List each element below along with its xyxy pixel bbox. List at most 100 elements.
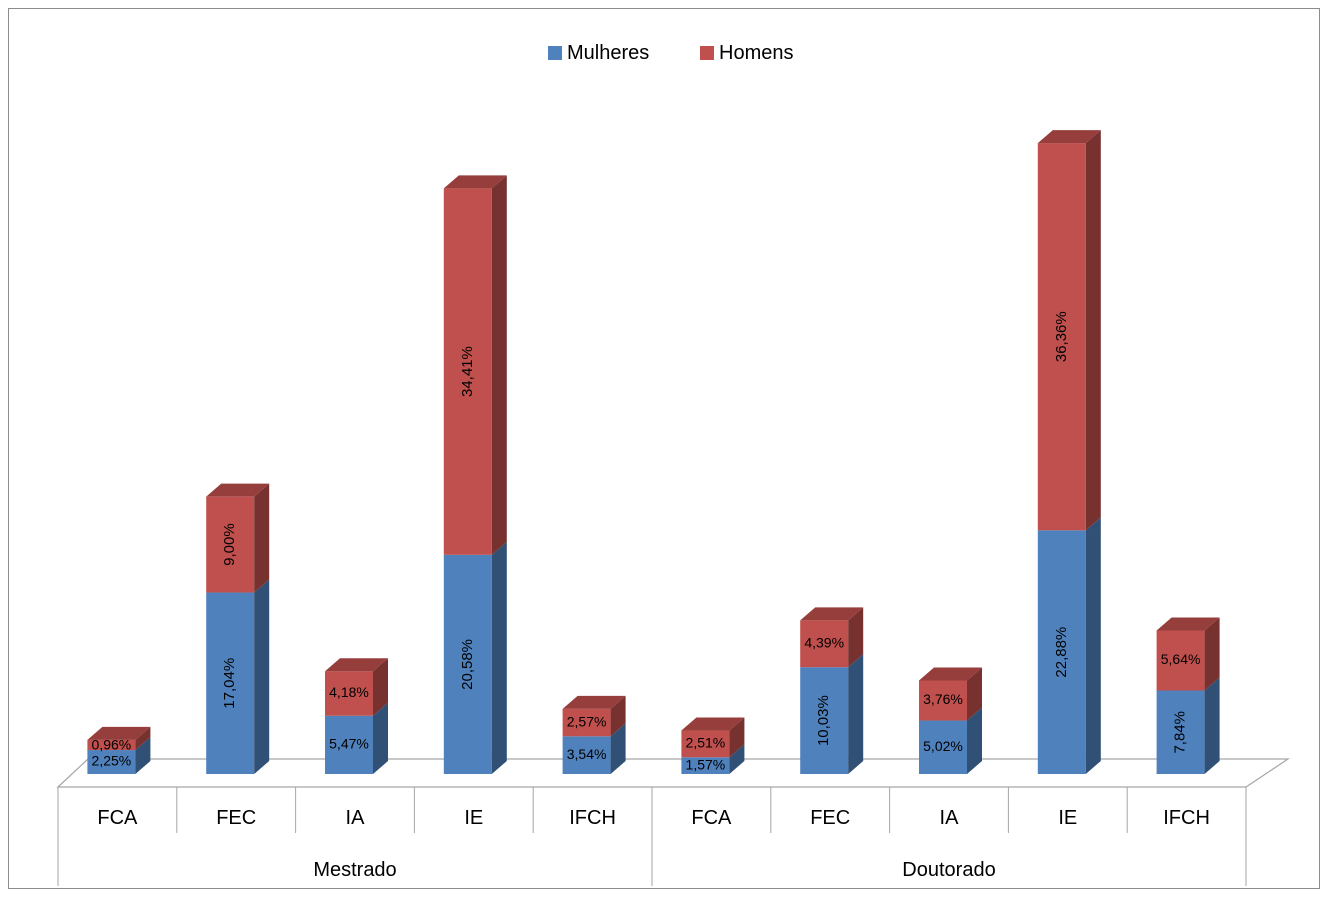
category-label: FEC [216,807,256,829]
bar-front [325,671,373,716]
bar-homens-fec: 9,00% [206,483,270,593]
bar-side [729,744,745,774]
data-label: 36,36% [1053,311,1070,362]
legend-swatch [700,46,714,60]
bar-front [919,720,967,774]
bar-top [800,607,864,621]
data-label: 1,57% [686,756,726,772]
bar-top [681,717,745,731]
data-label: 22,88% [1053,627,1070,678]
data-label: 34,41% [459,346,476,397]
category-label: IFCH [569,807,616,829]
bar-homens-ifch: 5,64% [1156,617,1220,691]
data-label: 5,64% [1161,651,1201,667]
legend-label: Homens [719,42,793,64]
bar-side [373,702,388,774]
bar-top [443,175,507,189]
bar-front [206,496,255,593]
bar-front [1037,530,1086,774]
bar-front [87,750,136,774]
bar-front [1037,143,1086,531]
bar-front [443,554,492,774]
bar-top [206,483,270,497]
category-label: FCA [691,807,732,829]
bar-front [87,739,136,751]
bar-side [1204,617,1220,691]
bar-front [681,730,730,758]
bar-series: 2,25%0,96% 17,04% 9,00% 5,47% 4,18% 20,58% 34,… [87,130,1220,774]
bar-homens-fca: 0,96% [87,726,151,753]
bar-side [1204,677,1220,774]
bar-front [562,708,611,737]
data-label: 20,58% [459,639,476,690]
bar-side [1085,517,1101,774]
data-label: 5,02% [923,738,963,754]
bar-side [848,654,864,774]
legend-label: Mulheres [567,42,649,64]
bar-homens-ie: 36,36% [1037,130,1101,531]
data-label: 17,04% [221,658,238,709]
bar-top [919,667,982,681]
bar-mulheres-ie: 20,58% [443,541,507,774]
bar-homens-fec: 4,39% [800,607,864,668]
data-label: 5,47% [329,736,369,752]
bar-side [373,658,388,716]
bar-mulheres-ia: 5,02% [919,707,982,774]
bar-side [254,579,270,774]
bar-top [1156,617,1220,631]
bar-front [681,757,730,774]
legend-swatch [548,46,562,60]
bar-side [729,717,745,758]
category-label: IA [940,807,960,829]
bar-front [800,620,849,668]
bar-side [967,667,982,721]
bar-front [325,715,373,774]
group-label: Mestrado [313,859,396,881]
bar-mulheres-ifch: 3,54% [562,723,626,774]
data-label: 10,03% [815,695,832,746]
bar-homens-ifch: 2,57% [562,695,626,737]
bar-homens-ie: 34,41% [443,175,507,555]
category-label: IA [346,807,366,829]
group-label: Doutorado [902,859,995,881]
bar-top [1037,130,1101,144]
bar-homens-ia: 4,18% [325,658,388,716]
bar-top [325,658,388,672]
bar-side [610,695,626,737]
bar-top [87,726,151,740]
bar-mulheres-ia: 5,47% [325,702,388,774]
bar-side [848,607,864,668]
data-label: 0,96% [92,737,132,753]
bar-mulheres-fca: 2,25% [87,737,151,774]
bar-side [1085,130,1101,531]
bar-front [206,592,255,774]
bar-side [491,541,507,774]
category-axis: FCA FEC IA IE IFCH FCA FEC IA IE IFCH Mestrado Dout… [57,786,1247,886]
bar-front [800,667,849,774]
bar-front [562,736,611,774]
data-label: 3,54% [567,746,607,762]
bar-top [562,695,626,709]
bar-front [919,680,967,721]
category-label: FEC [810,807,850,829]
data-label: 2,25% [92,753,132,769]
data-label: 2,57% [567,713,607,729]
data-label: 4,18% [329,684,369,700]
bar-homens-fca: 2,51% [681,717,745,758]
data-label: 3,76% [923,691,963,707]
bar-side [254,483,270,593]
bar-mulheres-fca: 1,57% [681,744,745,774]
bar-mulheres-ifch: 7,84% [1156,677,1220,774]
data-label: 2,51% [686,735,726,751]
category-label: IE [464,807,483,829]
bar-front [1156,630,1205,691]
bar-mulheres-fec: 10,03% [800,654,864,774]
data-label: 7,84% [1172,711,1189,754]
bar-side [491,175,507,555]
bar-mulheres-ie: 22,88% [1037,517,1101,774]
bar-side [135,737,151,774]
bar-homens-ia: 3,76% [919,667,982,721]
bar-mulheres-fec: 17,04% [206,579,270,774]
data-label: 9,00% [221,523,238,566]
